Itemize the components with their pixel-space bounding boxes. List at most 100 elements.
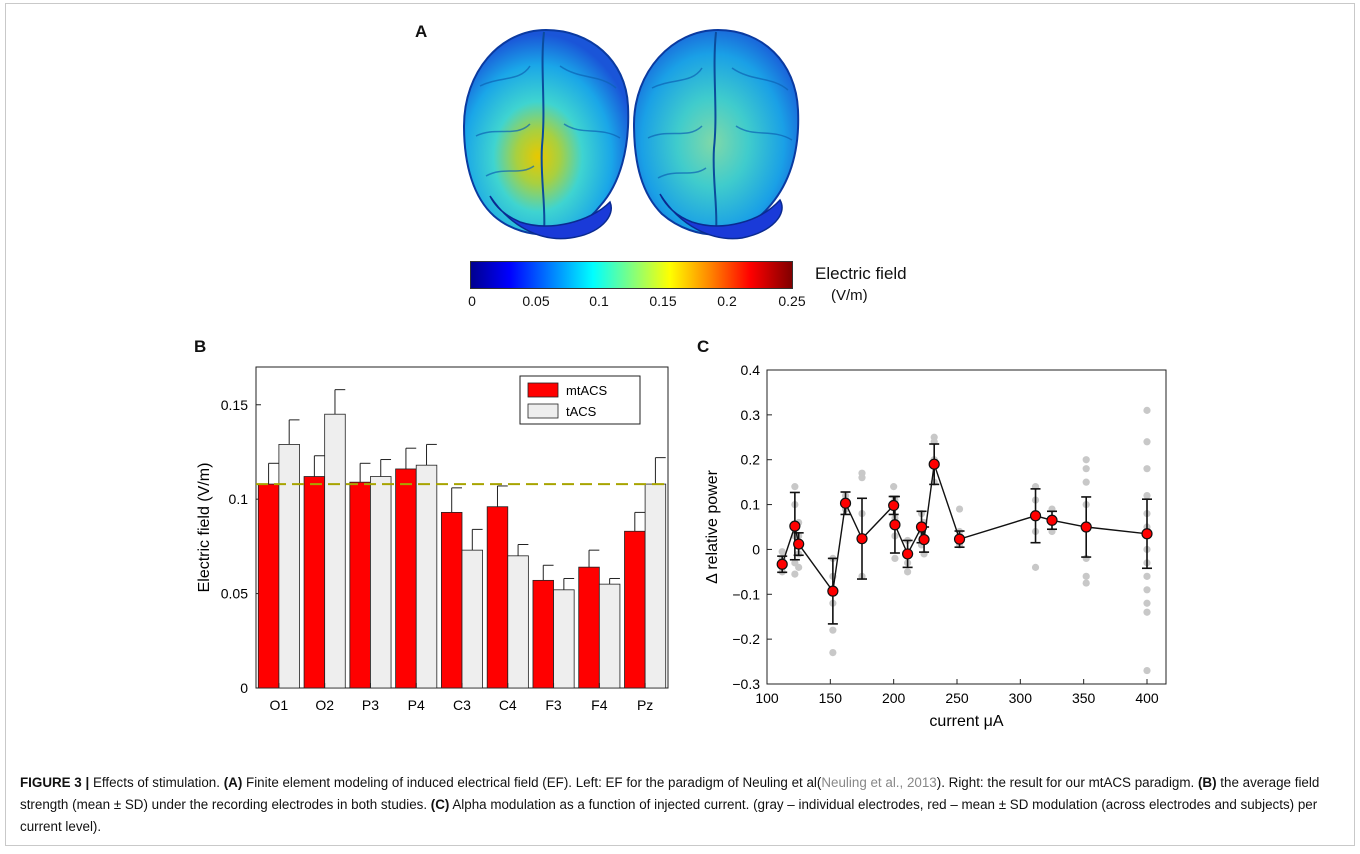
individual-point [1143, 406, 1151, 414]
x-axis-label: current μA [929, 713, 1003, 730]
caption-label-c: (C) [430, 797, 450, 812]
individual-point [1031, 563, 1040, 571]
individual-point [1143, 608, 1151, 616]
individual-point [858, 474, 866, 482]
mean-point [889, 519, 901, 531]
individual-point [829, 626, 837, 634]
y-tick-label: 0.3 [741, 407, 761, 423]
x-tick-label: F3 [545, 697, 562, 713]
figure-frame [5, 3, 1355, 846]
x-tick-label: 300 [1009, 690, 1033, 706]
y-tick-label: 0.1 [741, 497, 761, 513]
colorbar-tick: 0.2 [717, 293, 737, 309]
mean-point [918, 533, 930, 546]
mean-point [856, 533, 868, 545]
caption-text: Alpha modulation as a function of inject… [20, 797, 1318, 834]
individual-point [1143, 572, 1151, 580]
colorbar-unit: (V/m) [831, 287, 868, 304]
caption-figure-number: FIGURE 3 | [20, 775, 90, 790]
colorbar-label: Electric field [815, 264, 907, 283]
x-tick-label: Pz [637, 697, 653, 713]
individual-point [778, 548, 786, 556]
caption-text: the average field strength (mean ± SD) u… [20, 775, 1320, 812]
mean-point [839, 497, 852, 509]
individual-point [1143, 492, 1151, 500]
panel-c-letter: C [697, 337, 710, 356]
caption-citation-link[interactable]: Neuling et al., 2013 [821, 775, 937, 790]
y-tick-label: 0 [240, 680, 248, 696]
mean-point [888, 499, 900, 512]
mean-point [953, 533, 966, 545]
y-tick-label: 0.1 [229, 491, 249, 507]
caption-label-b: (B) [1197, 775, 1217, 790]
x-tick-label: 200 [882, 690, 906, 706]
legend-swatch [527, 382, 559, 398]
individual-point [1082, 579, 1090, 587]
x-tick-label: F4 [591, 697, 608, 713]
mean-point [928, 458, 940, 470]
x-tick-label: O2 [315, 697, 334, 713]
colorbar-tick: 0.15 [649, 293, 677, 309]
individual-point [1082, 572, 1090, 580]
x-tick-label: 150 [819, 690, 843, 706]
mean-point [793, 538, 805, 550]
x-tick-label: P3 [362, 697, 379, 713]
x-tick-label: O1 [270, 697, 289, 713]
individual-point [891, 554, 899, 563]
individual-point [1143, 586, 1151, 594]
individual-point [904, 568, 912, 576]
mean-point [1046, 514, 1058, 526]
x-tick-label: 350 [1072, 690, 1096, 706]
mean-point [901, 548, 914, 560]
y-tick-label: 0 [752, 541, 760, 557]
x-tick-label: C4 [499, 697, 517, 713]
x-tick-label: P4 [408, 697, 425, 713]
caption-text: ). Right: the result for our mtACS parad… [936, 775, 1198, 790]
mean-line [781, 463, 1148, 593]
x-tick-label: 100 [755, 690, 779, 706]
colorbar-tick: 0.25 [778, 293, 806, 309]
y-tick-label: −0.2 [732, 631, 760, 647]
y-tick-label: 0.4 [741, 362, 761, 378]
panel-b-letter: B [194, 337, 207, 356]
individual-point [1082, 456, 1090, 464]
y-tick-label: 0.05 [221, 586, 248, 602]
figure-caption: FIGURE 3 | Effects of stimulation. (A) F… [20, 772, 1342, 838]
individual-point [890, 483, 898, 491]
individual-point [955, 505, 964, 513]
mean-point [776, 558, 788, 570]
mean-point [789, 520, 801, 532]
panel-a-letter: A [415, 22, 428, 41]
y-tick-label: 0.2 [741, 452, 761, 468]
brain-right-image [632, 28, 800, 240]
caption-label-a: (A) [223, 775, 243, 790]
legend-label: tACS [566, 404, 597, 419]
x-tick-label: 400 [1135, 690, 1159, 706]
individual-point [829, 649, 837, 657]
y-axis-label: Electric field (V/m) [196, 463, 213, 593]
individual-point [1082, 465, 1090, 473]
mean-point [1080, 521, 1092, 533]
individual-point [1143, 666, 1151, 675]
individual-point [1143, 438, 1151, 446]
legend-swatch [527, 403, 559, 419]
x-tick-label: C3 [453, 697, 471, 713]
y-tick-label: −0.1 [732, 586, 760, 602]
brain-left-image [462, 28, 630, 240]
mean-point [1141, 528, 1153, 540]
mean-point [1029, 510, 1042, 522]
y-tick-label: 0.15 [221, 397, 248, 413]
colorbar-tick: 0 [468, 293, 476, 309]
legend-label: mtACS [566, 383, 608, 398]
plot-frame [766, 369, 1167, 685]
individual-point [1082, 478, 1090, 486]
x-tick-label: 250 [945, 690, 969, 706]
individual-point [791, 483, 799, 491]
mean-point [915, 521, 928, 533]
individual-point [1143, 599, 1151, 607]
individual-point [791, 570, 799, 578]
y-axis-label: Δ relative power [704, 469, 721, 584]
y-tick-label: −0.3 [732, 676, 760, 692]
